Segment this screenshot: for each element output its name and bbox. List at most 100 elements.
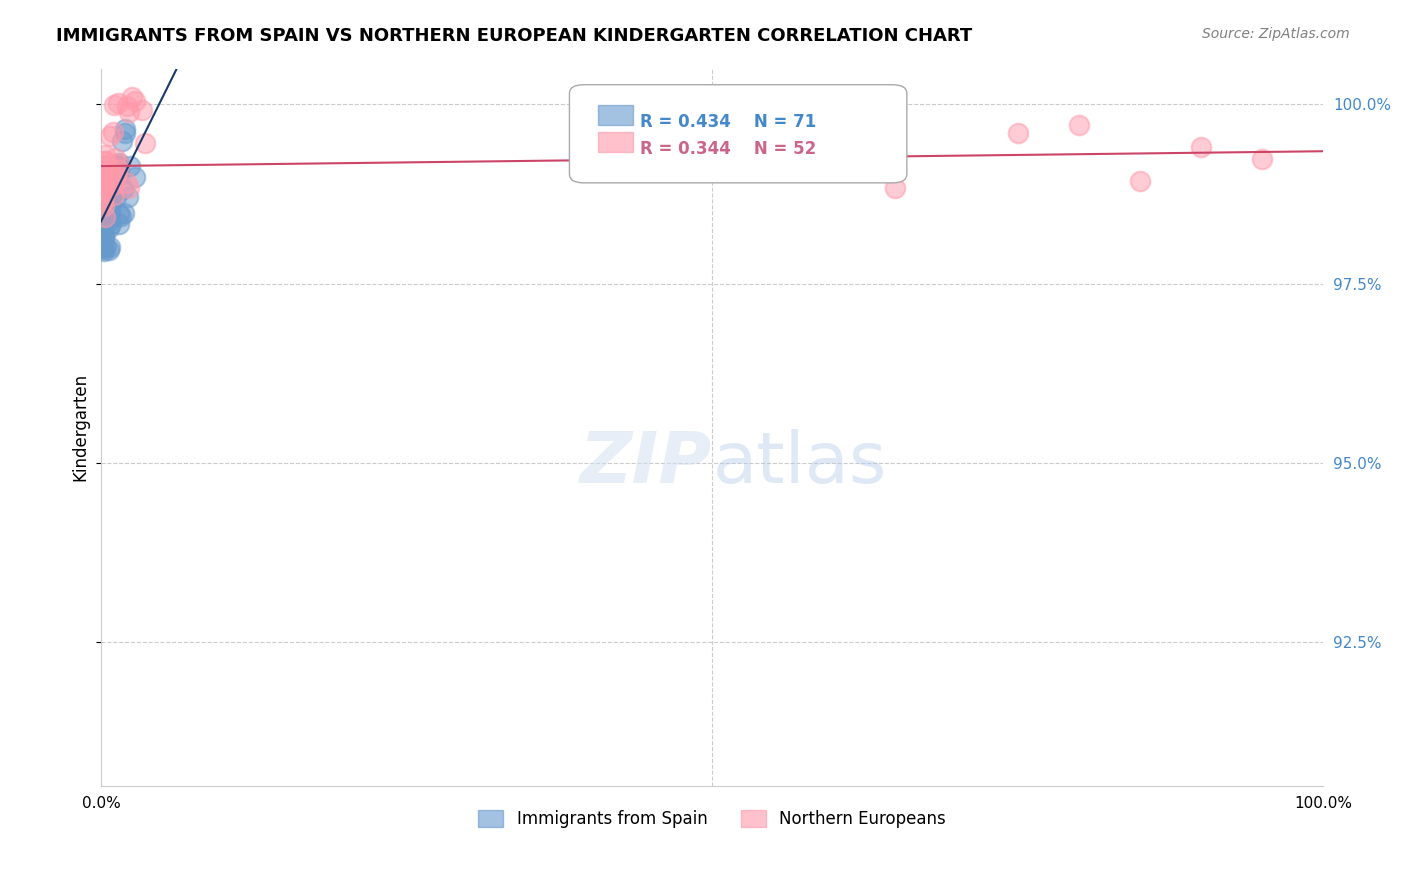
Point	[91, 202, 114, 217]
Point	[94, 187, 117, 202]
Point	[93, 214, 115, 228]
Point	[94, 154, 117, 169]
Point	[91, 178, 114, 193]
Point	[121, 90, 143, 104]
Point	[1251, 153, 1274, 167]
Point	[96, 178, 118, 192]
Text: ZIP: ZIP	[579, 428, 713, 498]
Point	[91, 190, 114, 204]
Point	[91, 165, 114, 179]
Point	[118, 181, 141, 195]
Point	[94, 193, 117, 207]
Point	[103, 171, 125, 186]
Point	[98, 190, 121, 204]
Point	[117, 190, 139, 204]
Point	[98, 243, 121, 257]
Point	[91, 196, 114, 211]
Point	[94, 169, 117, 183]
Point	[93, 188, 115, 202]
Point	[98, 202, 121, 217]
Point	[103, 187, 125, 202]
Point	[91, 161, 114, 176]
Point	[100, 165, 122, 179]
Point	[107, 161, 129, 176]
Point	[91, 213, 114, 227]
Point	[98, 187, 121, 202]
Point	[96, 178, 118, 193]
Point	[91, 222, 114, 236]
Point	[98, 203, 121, 218]
Point	[101, 178, 124, 192]
Point	[118, 104, 141, 119]
Point	[112, 182, 135, 196]
Text: IMMIGRANTS FROM SPAIN VS NORTHERN EUROPEAN KINDERGARTEN CORRELATION CHART: IMMIGRANTS FROM SPAIN VS NORTHERN EUROPE…	[56, 27, 973, 45]
Point	[91, 238, 114, 252]
Point	[93, 170, 115, 185]
Point	[93, 190, 115, 204]
Point	[93, 181, 115, 195]
Point	[96, 240, 118, 254]
Point	[93, 167, 115, 181]
Point	[101, 125, 124, 139]
Point	[104, 190, 127, 204]
Point	[93, 154, 115, 169]
Point	[98, 163, 121, 178]
Point	[120, 159, 142, 173]
Point	[93, 214, 115, 228]
Point	[93, 212, 115, 227]
Point	[100, 167, 122, 181]
Point	[1129, 173, 1152, 187]
Point	[98, 129, 121, 144]
Point	[107, 159, 129, 173]
Point	[111, 134, 134, 148]
Point	[100, 195, 122, 210]
Point	[94, 148, 117, 162]
Point	[100, 185, 122, 199]
Point	[93, 230, 115, 244]
Point	[103, 166, 125, 180]
Point	[107, 155, 129, 169]
Point	[91, 161, 114, 176]
Point	[94, 185, 117, 199]
Point	[93, 180, 115, 194]
Point	[103, 97, 125, 112]
Point	[91, 220, 114, 235]
Text: atlas: atlas	[713, 428, 887, 498]
Point	[131, 103, 153, 117]
Text: Source: ZipAtlas.com: Source: ZipAtlas.com	[1202, 27, 1350, 41]
Point	[124, 94, 146, 108]
Point	[108, 217, 131, 231]
Point	[93, 228, 115, 243]
Point	[91, 158, 114, 172]
Point	[884, 181, 907, 195]
Point	[91, 219, 114, 233]
Point	[108, 207, 131, 221]
Point	[98, 240, 121, 254]
Point	[93, 204, 115, 219]
Point	[107, 95, 129, 110]
Text: R = 0.434    N = 71: R = 0.434 N = 71	[640, 113, 815, 131]
Point	[1189, 139, 1212, 153]
Point	[98, 206, 121, 220]
Point	[114, 127, 136, 141]
Point	[93, 211, 115, 225]
Point	[134, 136, 156, 150]
Point	[115, 99, 138, 113]
Point	[91, 186, 114, 200]
Point	[1067, 118, 1090, 132]
Point	[114, 121, 136, 136]
Point	[91, 232, 114, 246]
Point	[93, 199, 115, 213]
Point	[100, 217, 122, 231]
Point	[91, 191, 114, 205]
Point	[112, 206, 135, 220]
Point	[93, 196, 115, 211]
Point	[124, 169, 146, 184]
Point	[94, 211, 117, 225]
Point	[91, 187, 114, 202]
Point	[110, 209, 132, 223]
Point	[98, 168, 121, 182]
Point	[94, 199, 117, 213]
Point	[93, 175, 115, 189]
Point	[93, 244, 115, 259]
